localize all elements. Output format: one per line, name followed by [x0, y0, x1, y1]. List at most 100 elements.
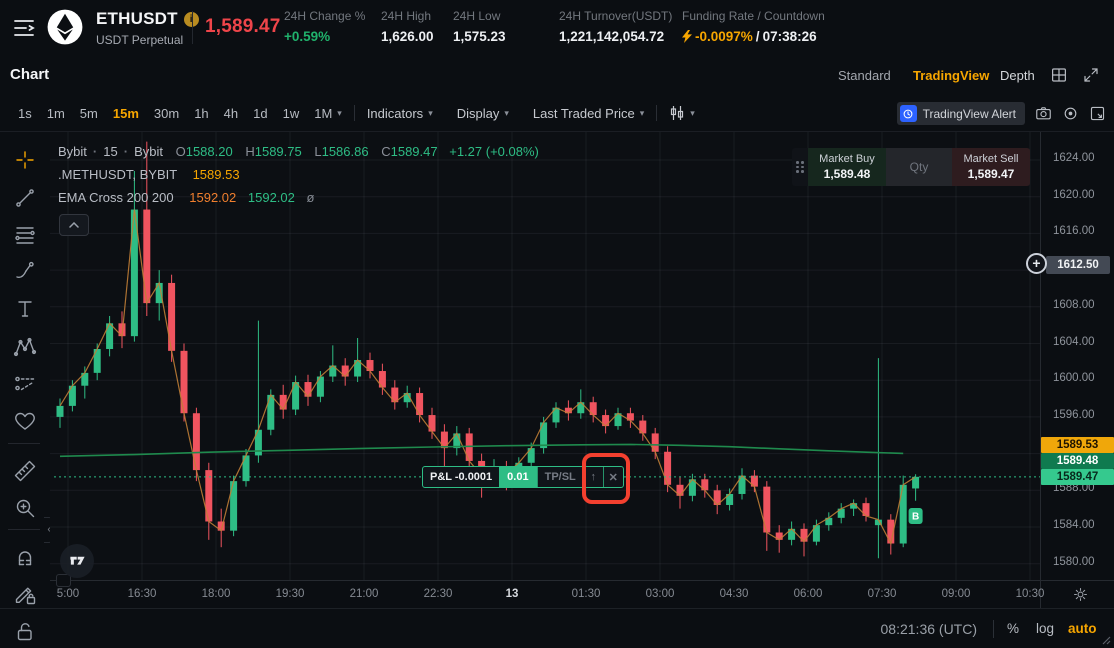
price-tick: 1604.00: [1053, 335, 1095, 348]
candle-body: [701, 479, 709, 491]
qty-field[interactable]: Qty: [886, 148, 952, 186]
candle-body: [788, 528, 796, 540]
resize-corner[interactable]: [1102, 636, 1111, 645]
display-menu[interactable]: Display ▾: [456, 105, 509, 121]
favorites-heart-icon[interactable]: [13, 409, 37, 433]
market-buy-button[interactable]: Market Buy 1,589.48: [808, 148, 886, 186]
crosshair-icon[interactable]: [13, 148, 37, 172]
main-menu-button[interactable]: [12, 17, 36, 39]
axis-settings-gear-icon[interactable]: [1072, 586, 1089, 603]
info-icon[interactable]: i: [183, 12, 199, 27]
lock-all-icon[interactable]: [13, 620, 37, 644]
brush-icon[interactable]: [13, 260, 37, 284]
price-source-menu[interactable]: Last Traded Price ▾: [532, 105, 645, 121]
buy-marker: [908, 507, 923, 524]
candle-body: [81, 372, 89, 386]
candle-body: [676, 484, 684, 496]
legend-visibility-icon[interactable]: ø: [306, 190, 315, 205]
ema-line: [59, 443, 904, 458]
candle-body: [428, 415, 436, 432]
xabcd-pattern-icon[interactable]: [13, 335, 37, 359]
timeframe-1s[interactable]: 1s: [18, 105, 32, 121]
tradingview-alert-button[interactable]: TradingView Alert: [896, 102, 1025, 125]
legend-index-value: 1589.53: [192, 167, 240, 182]
close-position-button[interactable]: ✕: [602, 467, 623, 487]
screenshot-frame-icon[interactable]: [1089, 105, 1106, 122]
candle-body: [391, 387, 399, 403]
draw-lock-icon[interactable]: [13, 582, 37, 606]
stat-value: 1,221,142,054.72: [559, 29, 665, 44]
tradingview-logo[interactable]: [60, 544, 94, 578]
crosshair-price-label: 1612.50: [1046, 256, 1110, 274]
utc-clock[interactable]: 08:21:36 (UTC): [880, 621, 977, 637]
stat-label: 24H Change %: [284, 9, 366, 23]
ruler-icon[interactable]: [13, 459, 37, 483]
stat-24h-turnover: 24H Turnover(USDT) 1,221,142,054.72: [559, 9, 672, 44]
target-icon[interactable]: [1062, 105, 1079, 122]
layout-grid-icon[interactable]: [1050, 66, 1068, 84]
candle-body: [440, 431, 448, 449]
tab-depth[interactable]: Depth: [1000, 68, 1035, 83]
fib-retracement-icon[interactable]: [13, 223, 37, 247]
stat-24h-high: 24H High 1,626.00: [381, 9, 434, 44]
candle-style-icon: [671, 106, 684, 120]
timeframe-1m[interactable]: 1m: [46, 105, 65, 121]
candle-body: [366, 360, 374, 372]
toolbar-divider: [353, 105, 355, 121]
tab-tradingview[interactable]: TradingView: [913, 68, 990, 83]
candle-body: [93, 349, 101, 373]
candle-body: [899, 484, 907, 544]
time-tick: 19:30: [275, 588, 305, 600]
candle-style-menu[interactable]: ▾: [669, 105, 695, 121]
timeframe-dropdown-caret[interactable]: ▾: [337, 107, 342, 118]
price-source-label: Last Traded Price: [532, 105, 635, 121]
candle-body: [465, 433, 473, 461]
toolbar-divider: [8, 529, 40, 530]
stat-funding: Funding Rate / Countdown -0.0097% / 07:3…: [682, 9, 825, 44]
add-alert-plus-icon[interactable]: +: [1026, 253, 1047, 274]
position-qty[interactable]: 0.01: [499, 467, 537, 487]
percent-scale-button[interactable]: %: [1007, 621, 1020, 636]
price-axis[interactable]: 1624.00 1620.00 1616.00 1608.00 1604.00 1600.…: [1040, 132, 1114, 580]
fullscreen-expand-icon[interactable]: [1082, 66, 1100, 84]
timeframe-30m[interactable]: 30m: [153, 105, 180, 121]
candle-body: [217, 521, 225, 531]
chart-area[interactable]: B Bybit · 15 · Bybit O1588.20 H1589.75 L1586…: [50, 132, 1040, 580]
timeframe-1h[interactable]: 1h: [194, 105, 209, 121]
indicators-menu[interactable]: Indicators ▾: [366, 105, 433, 121]
text-tool-icon[interactable]: [13, 297, 37, 321]
timeframe-1w[interactable]: 1w: [282, 105, 300, 121]
timeframe-4h[interactable]: 4h: [223, 105, 239, 121]
timeframe-1M[interactable]: 1M: [314, 105, 333, 121]
time-axis[interactable]: 5:00 16:30 18:00 19:30 21:00 22:30 13 01:30 03:0…: [50, 574, 1114, 609]
market-sell-button[interactable]: Market Sell 1,589.47: [952, 148, 1030, 186]
legend-collapse-button[interactable]: [59, 214, 89, 236]
symbol-name[interactable]: ETHUSDT: [96, 9, 178, 28]
eth-coin-icon: [46, 8, 84, 46]
time-tick: 16:30: [127, 588, 157, 600]
legend-low: 1586.86: [321, 144, 369, 159]
stat-24h-change: 24H Change % +0.59%: [284, 9, 365, 44]
magnet-icon[interactable]: [13, 544, 37, 568]
forecast-tool-icon[interactable]: [13, 372, 37, 396]
pnl-value: P&L -0.0001: [430, 471, 493, 483]
camera-icon[interactable]: [1035, 105, 1052, 122]
log-scale-button[interactable]: log: [1036, 621, 1055, 636]
time-tick: 18:00: [201, 588, 231, 600]
axis-corner-tab[interactable]: [56, 574, 71, 587]
stat-value: 1,626.00: [381, 29, 434, 44]
auto-scale-button[interactable]: auto: [1068, 621, 1097, 636]
time-tick: 04:30: [719, 588, 749, 600]
tab-standard[interactable]: Standard: [838, 68, 891, 83]
timeframe-5m[interactable]: 5m: [79, 105, 98, 121]
widget-drag-handle[interactable]: [792, 148, 808, 186]
trend-line-icon[interactable]: [13, 186, 37, 210]
timeframe-15m[interactable]: 15m: [112, 105, 139, 121]
zoom-in-icon[interactable]: [13, 496, 37, 520]
legend-change: +1.27 (+0.08%): [449, 144, 539, 159]
toolbar-divider: [656, 105, 658, 121]
candle-body: [688, 479, 696, 496]
tpsl-button[interactable]: TP/SL: [536, 467, 583, 487]
timeframe-1d[interactable]: 1d: [253, 105, 268, 121]
